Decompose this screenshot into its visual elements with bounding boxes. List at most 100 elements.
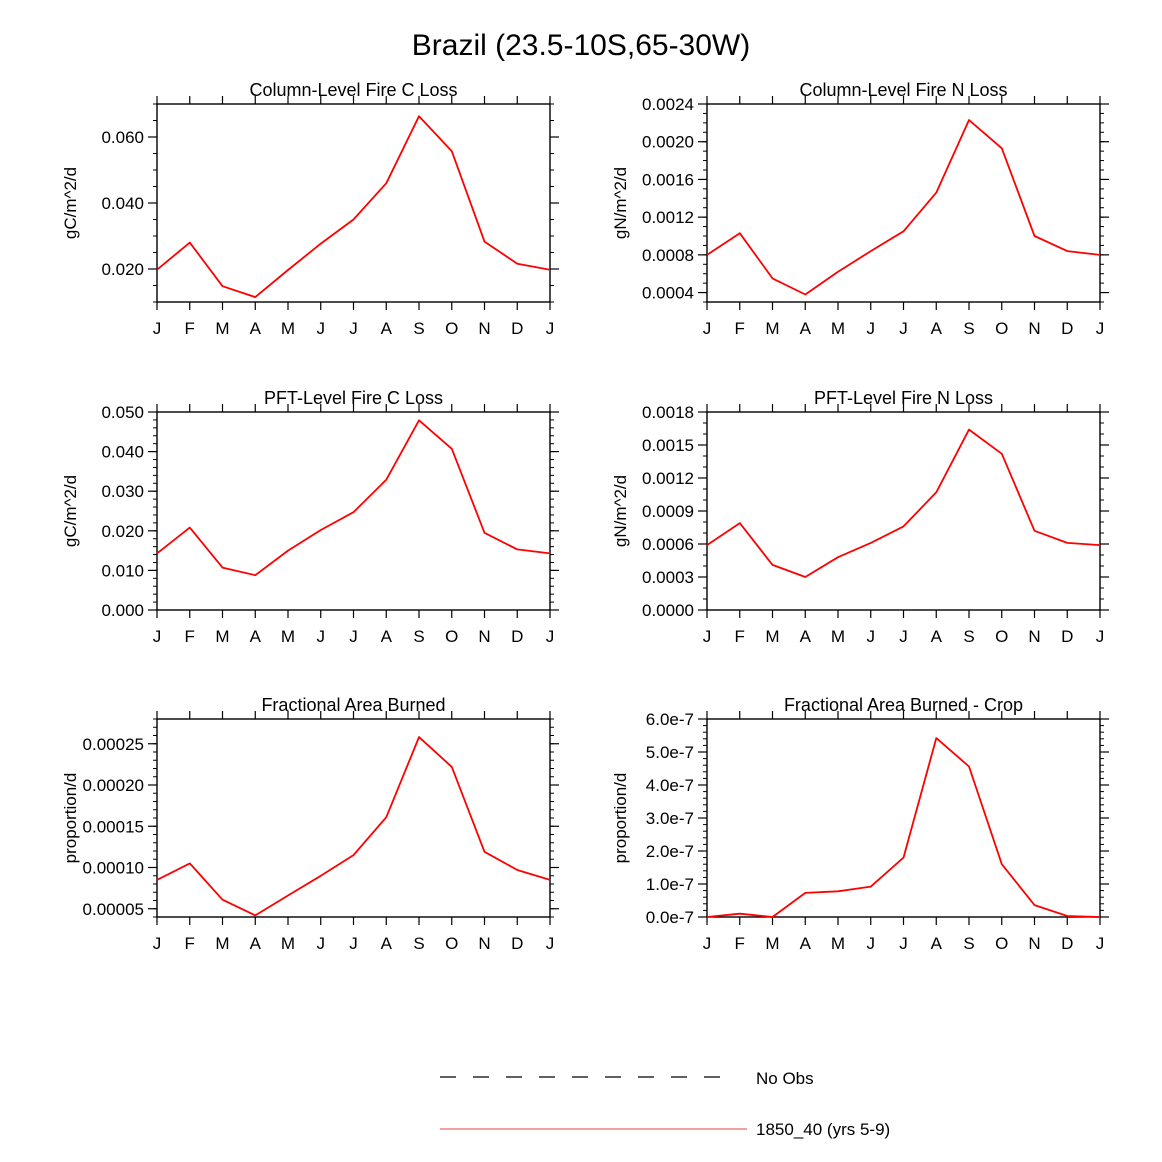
y-tick-label: 0.040: [101, 443, 144, 462]
x-tick-label: A: [381, 934, 393, 953]
x-tick-label: J: [546, 627, 555, 646]
x-tick-label: J: [153, 934, 162, 953]
x-tick-label: A: [931, 627, 943, 646]
y-axis-label: proportion/d: [61, 773, 80, 864]
y-tick-label: 3.0e-7: [646, 809, 694, 828]
y-tick-label: 0.040: [101, 194, 144, 213]
x-tick-label: N: [1028, 627, 1040, 646]
x-tick-label: J: [349, 934, 358, 953]
x-tick-label: A: [250, 934, 262, 953]
x-tick-label: N: [478, 627, 490, 646]
x-tick-label: O: [445, 934, 458, 953]
x-tick-label: J: [153, 319, 162, 338]
x-tick-label: M: [215, 627, 229, 646]
y-tick-label: 0.020: [101, 522, 144, 541]
plot-frame: [706, 103, 1101, 303]
x-tick-label: A: [800, 627, 812, 646]
chart-title: Column-Level Fire C Loss: [249, 80, 457, 100]
y-tick-label: 0.0012: [642, 469, 694, 488]
plot-frame: [156, 718, 551, 918]
series-line: [706, 119, 1101, 296]
y-tick-label: 0.0018: [642, 403, 694, 422]
y-axis-label: gC/m^2/d: [61, 167, 80, 239]
legend: No Obs 1850_40 (yrs 5-9): [440, 1069, 890, 1139]
x-tick-label: A: [800, 319, 812, 338]
x-tick-label: F: [185, 319, 195, 338]
y-tick-label: 1.0e-7: [646, 875, 694, 894]
x-tick-label: A: [800, 934, 812, 953]
x-tick-label: J: [899, 627, 908, 646]
x-tick-label: M: [765, 934, 779, 953]
y-tick-label: 0.0004: [642, 284, 694, 303]
chart-title: Fractional Area Burned - Crop: [784, 695, 1023, 715]
x-tick-label: J: [703, 319, 712, 338]
y-tick-label: 0.0003: [642, 568, 694, 587]
x-tick-label: F: [735, 627, 745, 646]
y-tick-label: 0.0006: [642, 535, 694, 554]
y-tick-label: 0.00010: [83, 859, 144, 878]
y-axis-label: proportion/d: [611, 773, 630, 864]
x-tick-label: S: [413, 627, 424, 646]
x-tick-label: J: [153, 627, 162, 646]
x-tick-label: J: [867, 319, 876, 338]
x-tick-label: A: [250, 627, 262, 646]
x-tick-label: J: [867, 627, 876, 646]
x-tick-label: N: [478, 319, 490, 338]
x-tick-label: J: [867, 934, 876, 953]
y-tick-label: 0.000: [101, 601, 144, 620]
y-tick-label: 0.0008: [642, 246, 694, 265]
x-tick-label: D: [511, 627, 523, 646]
y-tick-label: 0.0024: [642, 95, 694, 114]
x-tick-label: M: [831, 934, 845, 953]
x-tick-label: J: [317, 319, 326, 338]
x-tick-label: M: [831, 319, 845, 338]
x-tick-label: S: [963, 934, 974, 953]
x-tick-label: O: [445, 627, 458, 646]
x-tick-label: F: [185, 934, 195, 953]
y-tick-label: 6.0e-7: [646, 710, 694, 729]
x-tick-label: S: [963, 627, 974, 646]
plot-frame: [156, 103, 551, 303]
y-tick-label: 0.0012: [642, 208, 694, 227]
y-tick-label: 0.0e-7: [646, 908, 694, 927]
chart-panel-6: Fractional Area Burned - Crop proportion/…: [611, 695, 1109, 953]
x-tick-label: J: [703, 627, 712, 646]
x-tick-label: D: [511, 934, 523, 953]
x-tick-label: D: [1061, 627, 1073, 646]
x-tick-label: A: [931, 934, 943, 953]
series-line: [156, 736, 551, 917]
x-tick-label: A: [381, 627, 393, 646]
legend-series-label: 1850_40 (yrs 5-9): [756, 1120, 890, 1139]
series-line: [706, 737, 1101, 918]
x-tick-label: N: [478, 934, 490, 953]
chart-title: PFT-Level Fire C Loss: [264, 388, 443, 408]
x-tick-label: J: [349, 627, 358, 646]
y-axis-label: gN/m^2/d: [611, 167, 630, 239]
x-tick-label: F: [185, 627, 195, 646]
y-axis-label: gC/m^2/d: [61, 475, 80, 547]
x-tick-label: S: [413, 319, 424, 338]
x-tick-label: M: [281, 319, 295, 338]
x-tick-label: J: [317, 934, 326, 953]
y-tick-label: 0.00015: [83, 817, 144, 836]
x-tick-label: J: [1096, 934, 1105, 953]
x-tick-label: A: [250, 319, 262, 338]
x-tick-label: S: [963, 319, 974, 338]
y-tick-label: 0.0000: [642, 601, 694, 620]
y-tick-label: 0.050: [101, 403, 144, 422]
x-tick-label: M: [281, 934, 295, 953]
plot-frame: [706, 411, 1101, 611]
series-line: [156, 115, 551, 299]
y-tick-label: 0.0009: [642, 502, 694, 521]
x-tick-label: A: [381, 319, 393, 338]
y-tick-label: 4.0e-7: [646, 776, 694, 795]
chart-title: Fractional Area Burned: [261, 695, 445, 715]
x-tick-label: J: [899, 934, 908, 953]
plot-frame: [706, 718, 1101, 918]
x-tick-label: J: [1096, 319, 1105, 338]
y-tick-label: 0.00025: [83, 735, 144, 754]
